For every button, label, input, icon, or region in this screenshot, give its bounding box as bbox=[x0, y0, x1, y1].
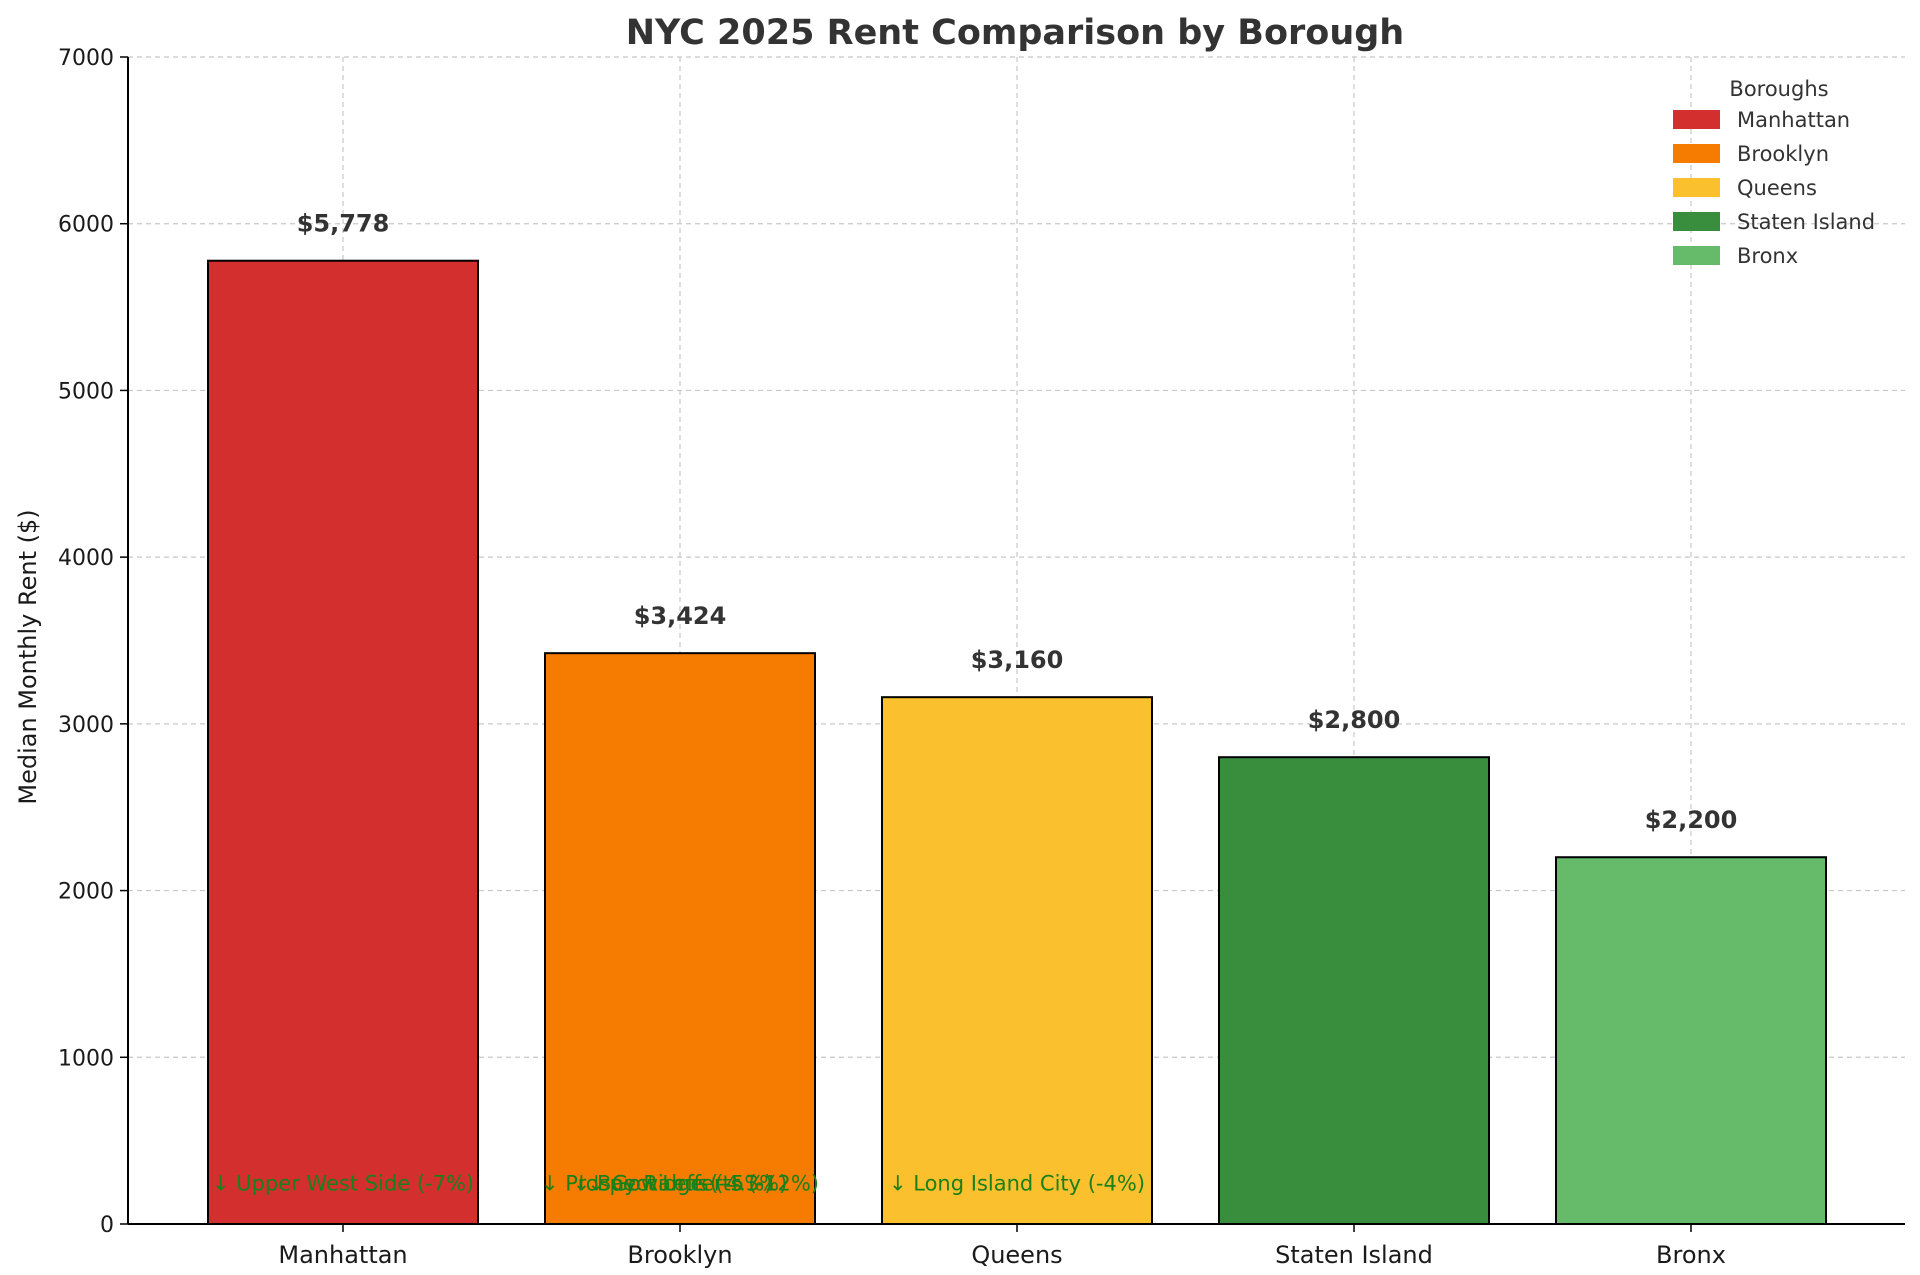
legend-swatch bbox=[1673, 246, 1720, 265]
y-tick-label: 6000 bbox=[58, 213, 114, 238]
x-tick-label: Queens bbox=[971, 1241, 1062, 1269]
legend: Boroughs Manhattan Brooklyn Queens Staten Is… bbox=[1673, 77, 1875, 268]
bar-brooklyn bbox=[544, 652, 816, 1225]
annotation: ↓ Upper West Side (-7%) bbox=[212, 1171, 474, 1195]
annotation: ↓ Bay Ridge (-4.3%) bbox=[573, 1171, 788, 1195]
chart-title: NYC 2025 Rent Comparison by Borough bbox=[626, 13, 1404, 53]
annotation: ↓ Prospect Lefferts (-12%) bbox=[541, 1171, 819, 1195]
value-label: $2,200 bbox=[1645, 806, 1738, 834]
legend-swatch bbox=[1673, 144, 1720, 163]
y-tick-label: 1000 bbox=[58, 1046, 114, 1071]
value-labels: $5,778 $3,424 $3,160 $2,800 $2,200 bbox=[297, 210, 1738, 835]
x-tick-label: Manhattan bbox=[278, 1241, 407, 1269]
y-axis-title: Median Monthly Rent ($) bbox=[14, 509, 42, 804]
legend-swatch bbox=[1673, 110, 1720, 129]
legend-entry-label: Staten Island bbox=[1737, 210, 1875, 234]
legend-swatch bbox=[1673, 212, 1720, 231]
y-tick-label: 2000 bbox=[58, 880, 114, 905]
bar-staten-island bbox=[1218, 756, 1490, 1225]
legend-entry-label: Bronx bbox=[1737, 244, 1798, 268]
annotation: ↓ Long Island City (-4%) bbox=[889, 1171, 1145, 1195]
bar-manhattan bbox=[207, 259, 479, 1225]
annotations: ↓ Upper West Side (-7%) ↓ Prospect Leffer… bbox=[212, 1171, 1145, 1195]
x-tick-label: Staten Island bbox=[1275, 1241, 1433, 1269]
legend-swatch bbox=[1673, 178, 1720, 197]
value-label: $3,424 bbox=[634, 602, 727, 630]
y-tick-label: 4000 bbox=[58, 546, 114, 571]
bars bbox=[207, 259, 1827, 1225]
legend-title: Boroughs bbox=[1729, 77, 1828, 101]
bar-queens bbox=[881, 696, 1153, 1225]
x-tick-label: Brooklyn bbox=[627, 1241, 732, 1269]
bar-bronx bbox=[1555, 856, 1827, 1225]
y-tick-label: 0 bbox=[100, 1213, 114, 1238]
axes: 0 1000 2000 3000 4000 5000 6000 7000 Manhattan Br… bbox=[58, 46, 1905, 1269]
y-tick-label: 7000 bbox=[58, 46, 114, 71]
legend-entry-label: Manhattan bbox=[1737, 108, 1850, 132]
value-label: $2,800 bbox=[1308, 706, 1401, 734]
x-tick-label: Bronx bbox=[1656, 1241, 1726, 1269]
value-label: $3,160 bbox=[971, 646, 1064, 674]
legend-entry-label: Brooklyn bbox=[1737, 142, 1829, 166]
legend-entry-label: Queens bbox=[1737, 176, 1817, 200]
y-tick-label: 3000 bbox=[58, 713, 114, 738]
value-label: $5,778 bbox=[297, 210, 390, 238]
y-tick-label: 5000 bbox=[58, 379, 114, 404]
annotation: ↓ Gowanus (-5%) bbox=[588, 1171, 773, 1195]
